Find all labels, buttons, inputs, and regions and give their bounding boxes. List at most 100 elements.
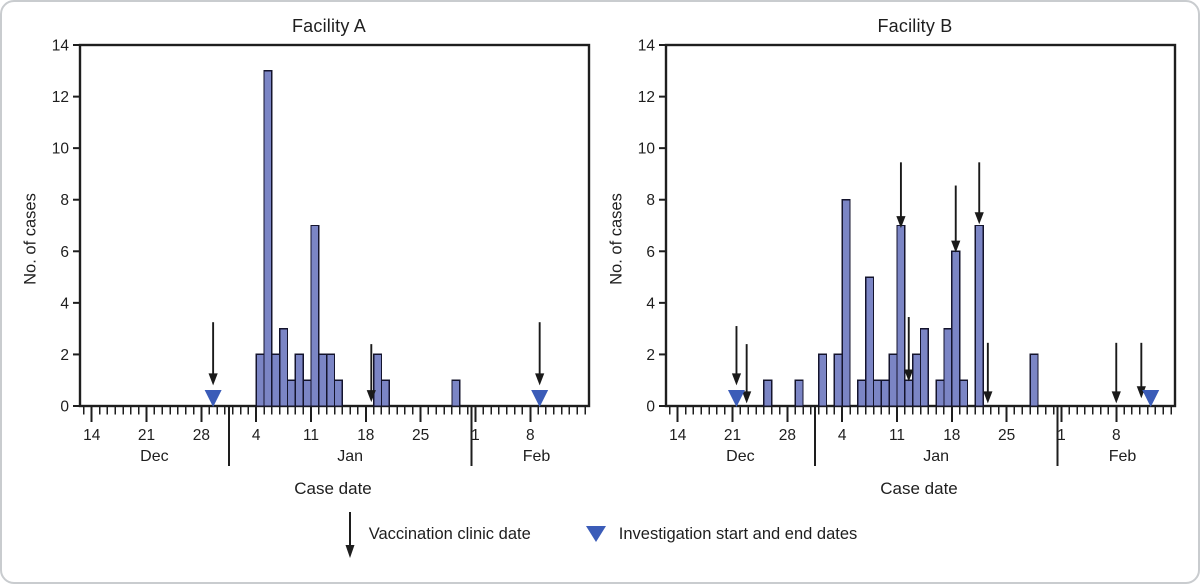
vaccination-arrow-head <box>1136 386 1146 399</box>
month-label: Feb <box>523 448 551 465</box>
x-tick-label: 1 <box>1057 427 1066 444</box>
y-tick-label: 10 <box>52 141 70 158</box>
panel-a-plot-wrap: No. of cases 0 2 4 6 8 10 12 14 14 21 28 4 11 18 25 1 8 D… <box>14 39 600 473</box>
x-tick-label: 1 <box>471 427 480 444</box>
case-bar <box>935 379 945 407</box>
case-bar <box>333 379 344 407</box>
case-bar <box>904 379 914 407</box>
vaccination-arrow-head <box>208 373 218 386</box>
y-tick-label: 8 <box>60 192 69 209</box>
x-tick-label: 28 <box>779 427 796 444</box>
case-bar <box>896 224 906 407</box>
case-bars <box>763 199 1039 407</box>
x-tick-label: 25 <box>412 427 429 444</box>
case-bar <box>286 379 297 407</box>
panel-a-x-axis-title: Case date <box>294 479 372 498</box>
case-bar <box>294 353 304 407</box>
x-tick-label: 11 <box>303 427 319 444</box>
case-bar <box>864 276 875 407</box>
x-tick-label: 14 <box>83 427 101 444</box>
x-tick-label: 28 <box>193 427 210 444</box>
case-bar <box>974 224 984 407</box>
case-bar <box>958 379 969 407</box>
case-bar <box>817 353 828 407</box>
x-tick-label: 8 <box>526 427 535 444</box>
case-bar <box>919 327 930 407</box>
y-tick-label: 6 <box>646 244 655 261</box>
vaccination-arrow-head <box>904 369 914 382</box>
x-tick-label: 8 <box>1112 427 1121 444</box>
y-tick-label: 4 <box>60 295 69 312</box>
panel-a-title: Facility A <box>291 16 367 36</box>
down-arrow-icon <box>345 512 355 558</box>
investigation-start-triangle <box>204 390 222 407</box>
month-label: Dec <box>726 448 754 465</box>
case-bar <box>763 379 773 407</box>
case-bar <box>857 379 867 407</box>
x-tick-label: 18 <box>357 427 374 444</box>
x-tick-label: 14 <box>669 427 687 444</box>
case-bar <box>380 379 391 407</box>
y-tick-label: 10 <box>638 141 656 158</box>
vaccination-arrow-head <box>983 391 993 404</box>
panel-a-y-axis-label: No. of cases <box>21 192 40 285</box>
y-tick-label: 2 <box>60 347 69 364</box>
case-bar <box>841 199 851 407</box>
vaccination-arrow-head <box>731 373 742 386</box>
x-tick-label: 4 <box>838 427 847 444</box>
vaccination-arrows <box>208 322 545 403</box>
x-axis-ticks <box>669 407 1172 466</box>
vaccination-arrow-head <box>951 240 961 253</box>
panels-row: Facility A No. of cases 0 2 4 6 8 10 12 14 14 21 2… <box>14 8 1186 499</box>
case-bar <box>888 353 898 407</box>
y-tick-label: 4 <box>646 295 655 312</box>
y-tick-label: 0 <box>60 399 69 416</box>
panel-facility-a: Facility A No. of cases 0 2 4 6 8 10 12 14 14 21 2… <box>14 8 600 499</box>
case-bar <box>310 224 320 407</box>
y-tick-label: 8 <box>646 192 655 209</box>
panel-b-y-axis-label: No. of cases <box>607 192 626 285</box>
y-axis-ticks: 0 2 4 6 8 10 12 14 <box>52 39 79 416</box>
case-bar <box>271 353 281 407</box>
investigation-start-triangle <box>727 390 745 407</box>
investigation-markers <box>204 390 549 407</box>
y-tick-label: 14 <box>638 39 656 55</box>
investigation-end-triangle <box>1142 390 1160 407</box>
vaccination-arrow-head <box>896 216 906 229</box>
vaccination-arrow-head <box>1111 391 1121 404</box>
legend-vaccination-label: Vaccination clinic date <box>368 524 531 543</box>
case-bar <box>911 353 922 407</box>
x-tick-label: 11 <box>889 427 905 444</box>
case-bar <box>1029 353 1039 407</box>
case-bar <box>255 353 265 407</box>
investigation-end-triangle <box>531 390 549 407</box>
case-bars <box>255 70 461 407</box>
x-tick-label: 25 <box>998 427 1015 444</box>
month-label: Dec <box>140 448 168 465</box>
panel-facility-b: Facility B No. of cases 0 2 4 6 8 10 12 14 14 21 2… <box>600 8 1186 499</box>
legend-item-investigation: Investigation start and end dates <box>585 524 858 544</box>
vaccination-arrow-head <box>535 373 545 386</box>
plot-box <box>78 43 591 408</box>
case-bar <box>872 379 883 407</box>
case-bar <box>302 379 312 407</box>
x-tick-label: 4 <box>252 427 261 444</box>
vaccination-arrow-head <box>742 391 752 404</box>
legend-investigation-label: Investigation start and end dates <box>618 524 858 543</box>
y-tick-label: 6 <box>60 244 69 261</box>
x-tick-label: 21 <box>138 427 155 444</box>
investigation-markers <box>727 390 1160 407</box>
case-bar <box>880 379 890 407</box>
case-bar <box>794 379 804 407</box>
case-bar <box>278 327 289 407</box>
legend-item-vaccination: Vaccination clinic date <box>343 509 531 559</box>
case-bar <box>318 353 328 407</box>
panel-b-x-axis-title: Case date <box>880 479 958 498</box>
panel-b-title: Facility B <box>877 16 953 36</box>
x-tick-label: 18 <box>943 427 960 444</box>
y-tick-label: 12 <box>638 89 655 106</box>
case-bar <box>325 353 336 407</box>
